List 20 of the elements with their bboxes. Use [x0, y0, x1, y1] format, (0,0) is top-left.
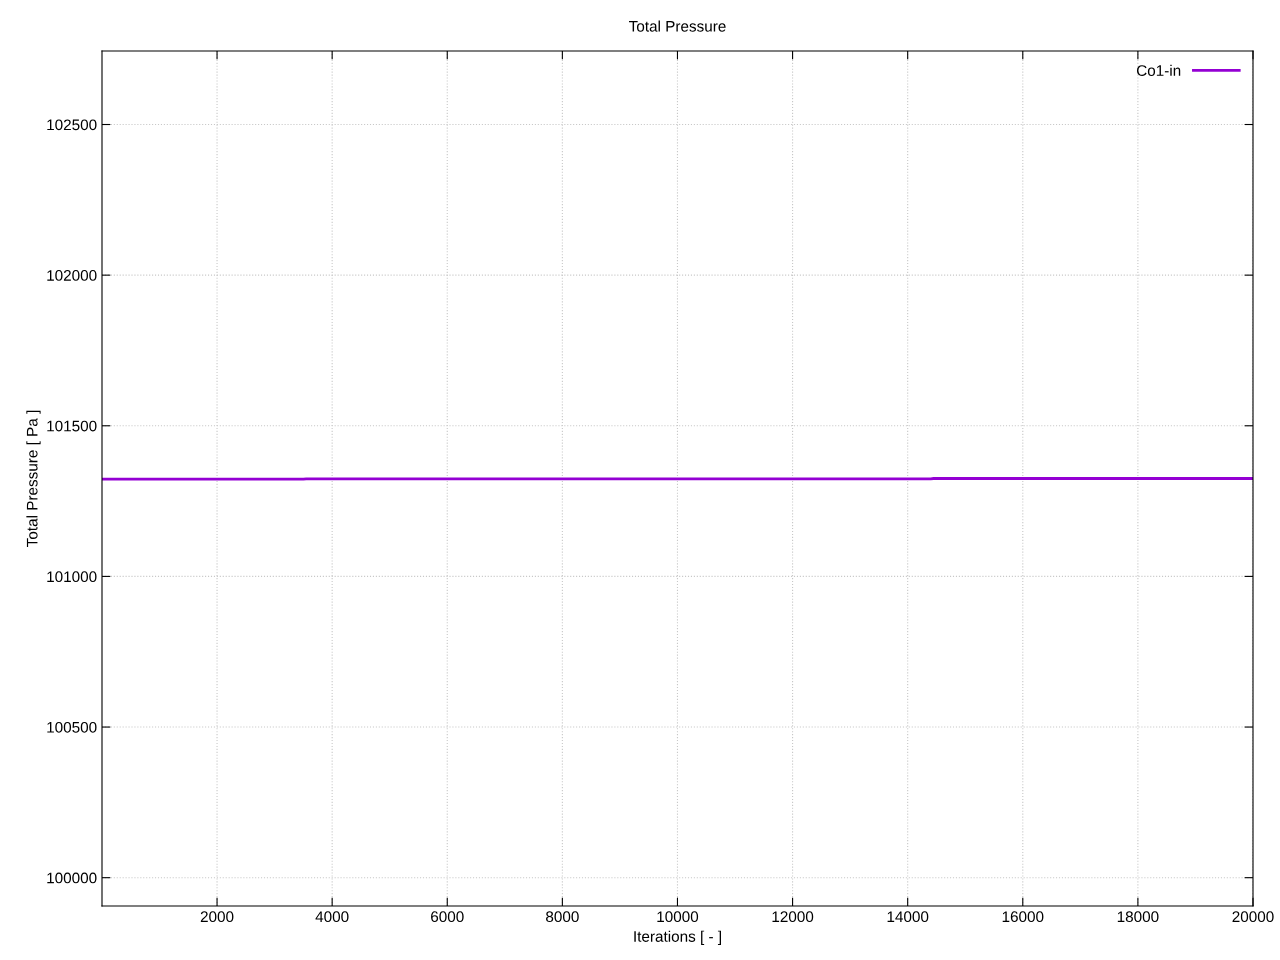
- y-tick-label: 102000: [47, 270, 97, 281]
- y-tick-label: 101000: [47, 571, 97, 583]
- y-tick-label: 100000: [47, 872, 97, 884]
- x-tick-label: 18000: [1117, 911, 1159, 923]
- y-tick-label: 100500: [47, 721, 97, 733]
- x-tick-label: 12000: [772, 911, 814, 923]
- x-tick-label: 4000: [315, 911, 349, 923]
- legend-label: Co1-in: [1136, 64, 1181, 76]
- x-tick-label: 8000: [546, 911, 579, 923]
- x-tick-label: 2000: [200, 911, 234, 923]
- x-tick-label: 14000: [887, 911, 929, 923]
- x-axis-title: Iterations [ - ]: [634, 930, 721, 945]
- x-tick-label: 20000: [1232, 911, 1274, 923]
- y-tick-label: 101500: [47, 420, 97, 432]
- chart-title: Total Pressure: [629, 20, 726, 32]
- y-axis-title: Total Pressure [ Pa ]: [26, 410, 41, 547]
- x-tick-label: 16000: [1002, 911, 1044, 923]
- y-tick-label: 102500: [47, 119, 97, 131]
- x-tick-label: 6000: [431, 911, 464, 923]
- x-tick-label: 10000: [657, 911, 699, 923]
